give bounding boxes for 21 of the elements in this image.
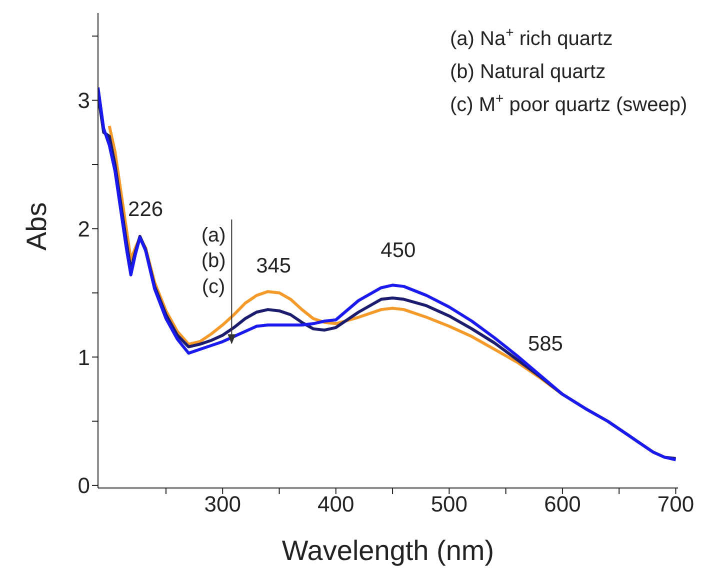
- x-tick-label: 300: [204, 492, 241, 517]
- x-axis-title: Wavelength (nm): [282, 535, 494, 566]
- y-tick-label: 2: [78, 216, 90, 242]
- annotation: (c): [202, 276, 226, 298]
- y-tick-label: 1: [78, 344, 90, 370]
- x-tick-label: 500: [430, 492, 468, 517]
- y-tick-label: 3: [78, 88, 90, 114]
- x-tick-label: 600: [544, 492, 581, 517]
- annotation: 450: [380, 238, 416, 262]
- annotation: (b) Natural quartz: [450, 61, 606, 83]
- annotation: (a) Na$^{+}$ rich quartz: [450, 24, 613, 50]
- x-tick-label: 400: [318, 492, 354, 517]
- annotation: 226: [128, 198, 164, 221]
- y-axis-title: Abs: [20, 202, 52, 250]
- annotation: (b): [201, 250, 226, 272]
- annotation: (c) M$^{+}$ poor quartz (sweep): [450, 90, 688, 116]
- annotation: (a): [201, 224, 226, 247]
- annotation: 345: [256, 254, 292, 278]
- x-tick-label: 700: [657, 492, 694, 517]
- annotation: 585: [528, 332, 563, 356]
- y-tick-label: 0: [78, 473, 90, 498]
